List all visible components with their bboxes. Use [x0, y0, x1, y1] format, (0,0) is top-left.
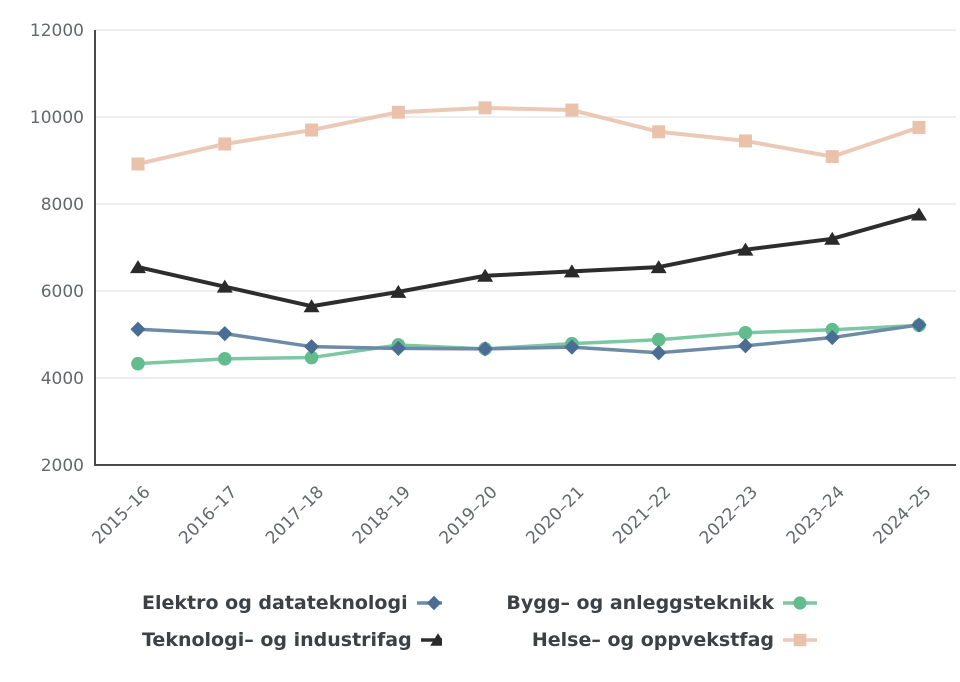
square-legend-icon [783, 633, 817, 647]
circle-marker-1-6 [651, 332, 666, 347]
diamond-marker-0-8 [824, 329, 840, 346]
legend-row: Teknologi– og industrifag Helse– og oppve… [142, 629, 818, 651]
diamond-marker-0-0 [130, 321, 146, 337]
triangle-marker-2-8 [824, 231, 841, 245]
x-axis-tick-label: 2018–19 [349, 482, 415, 548]
legend-item-label: Bygg– og anleggsteknikk [506, 592, 774, 614]
series-line-3 [136, 105, 922, 166]
diamond-marker-0-6 [651, 345, 667, 361]
chart-legend: Elektro og datateknologi Bygg– og anleggs… [0, 592, 960, 651]
legend-item-label: Elektro og datateknologi [142, 592, 408, 614]
square-marker-3-3 [391, 105, 405, 119]
triangle-marker-2-6 [650, 260, 667, 274]
series-line-1 [136, 323, 921, 366]
diamond-marker-0-1 [217, 326, 233, 342]
circle-marker-1-0 [131, 356, 145, 371]
y-axis-tick-label: 2000 [41, 456, 84, 476]
legend-item-1[interactable]: Bygg– og anleggsteknikk [488, 592, 818, 614]
x-axis-tick-label: 2023–24 [783, 482, 849, 548]
diamond-legend-icon [416, 595, 442, 611]
diamond-marker-0-4 [477, 341, 493, 357]
circle-legend-icon [783, 596, 817, 610]
diamond-marker-0-3 [390, 340, 406, 357]
y-axis-tick-label: 8000 [41, 195, 84, 215]
diamond-marker-0-2 [303, 339, 320, 355]
circle-marker-1-7 [738, 325, 753, 340]
circle-marker-1-8 [825, 322, 840, 337]
square-marker-3-6 [652, 125, 666, 139]
square-marker-3-9 [912, 120, 926, 134]
triangle-marker-2-9 [911, 207, 928, 221]
legend-item-3[interactable]: Helse– og oppvekstfag [488, 629, 818, 651]
square-marker-3-0 [131, 157, 145, 171]
x-axis-tick-label: 2022–23 [696, 482, 762, 548]
triangle-marker-2-7 [737, 242, 754, 256]
diamond-marker-0-5 [564, 339, 580, 355]
triangle-marker-2-1 [216, 279, 233, 293]
triangle-marker-2-0 [130, 260, 146, 274]
square-marker-3-7 [738, 134, 752, 148]
triangle-legend-icon [420, 633, 442, 646]
diamond-marker-0-7 [737, 338, 754, 354]
triangle-marker-2-5 [563, 264, 580, 278]
x-axis-tick-label: 2020–21 [522, 482, 588, 548]
legend-row: Elektro og datateknologi Bygg– og anleggs… [142, 592, 818, 614]
triangle-marker-2-3 [390, 284, 407, 298]
square-marker-3-8 [825, 150, 839, 164]
x-axis-tick-label: 2015–16 [88, 482, 154, 548]
square-marker-3-5 [565, 103, 579, 117]
square-marker-3-1 [218, 137, 232, 151]
diamond-marker-0-9 [911, 317, 927, 333]
y-axis-tick-label: 12000 [30, 21, 84, 41]
square-marker-3-4 [478, 101, 492, 115]
x-axis-tick-label: 2016–17 [175, 482, 241, 548]
line-chart: 2000 4000 6000 8000 10000 12000 2015–16 2016–17… [30, 21, 956, 548]
x-axis-tick-label: 2021–22 [609, 482, 675, 548]
circle-marker-1-2 [304, 350, 319, 365]
x-axis-tick-label: 2024–25 [870, 482, 936, 548]
x-axis-tick-label: 2019–20 [436, 482, 502, 548]
series-line-0 [136, 323, 921, 355]
y-axis-tick-label: 10000 [30, 108, 84, 128]
y-axis-tick-label: 4000 [41, 369, 84, 389]
y-axis-tick-label: 6000 [41, 282, 84, 302]
series-line-2 [136, 212, 922, 309]
triangle-marker-2-2 [303, 299, 320, 313]
circle-marker-1-1 [217, 352, 232, 366]
legend-item-0[interactable]: Elektro og datateknologi [142, 592, 442, 614]
square-marker-3-2 [305, 123, 319, 137]
legend-item-label: Teknologi– og industrifag [142, 629, 412, 651]
legend-item-2[interactable]: Teknologi– og industrifag [142, 629, 442, 651]
x-axis-tick-label: 2017–18 [262, 482, 328, 548]
triangle-marker-2-4 [477, 268, 494, 282]
legend-item-label: Helse– og oppvekstfag [531, 629, 774, 651]
axis-line [94, 30, 956, 466]
